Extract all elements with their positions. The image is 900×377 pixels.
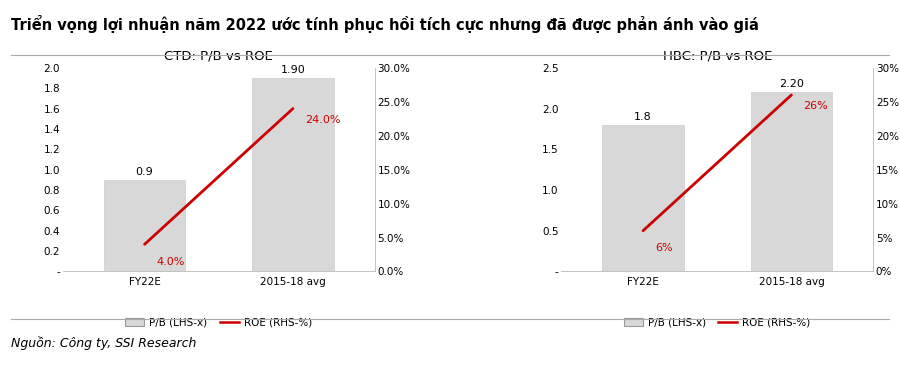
Title: HBC: P/B vs ROE: HBC: P/B vs ROE — [662, 49, 772, 63]
Text: 6%: 6% — [655, 243, 672, 253]
Text: Triển vọng lợi nhuận năm 2022 ước tính phục hồi tích cực nhưng đã được phản ánh : Triển vọng lợi nhuận năm 2022 ước tính p… — [11, 15, 759, 33]
Title: CTD: P/B vs ROE: CTD: P/B vs ROE — [165, 49, 274, 63]
Legend: P/B (LHS-x), ROE (RHS-%): P/B (LHS-x), ROE (RHS-%) — [620, 313, 814, 332]
Text: Nguồn: Công ty, SSI Research: Nguồn: Công ty, SSI Research — [11, 336, 196, 349]
Text: 2.20: 2.20 — [779, 79, 804, 89]
Text: 0.9: 0.9 — [136, 167, 154, 177]
Text: 1.90: 1.90 — [281, 65, 305, 75]
Text: 4.0%: 4.0% — [157, 256, 184, 267]
Bar — [104, 180, 185, 271]
Bar — [751, 92, 833, 271]
Text: 24.0%: 24.0% — [305, 115, 340, 125]
Bar — [252, 78, 334, 271]
Bar — [602, 125, 684, 271]
Text: 26%: 26% — [804, 101, 828, 111]
Legend: P/B (LHS-x), ROE (RHS-%): P/B (LHS-x), ROE (RHS-%) — [122, 313, 316, 332]
Text: 1.8: 1.8 — [634, 112, 652, 122]
